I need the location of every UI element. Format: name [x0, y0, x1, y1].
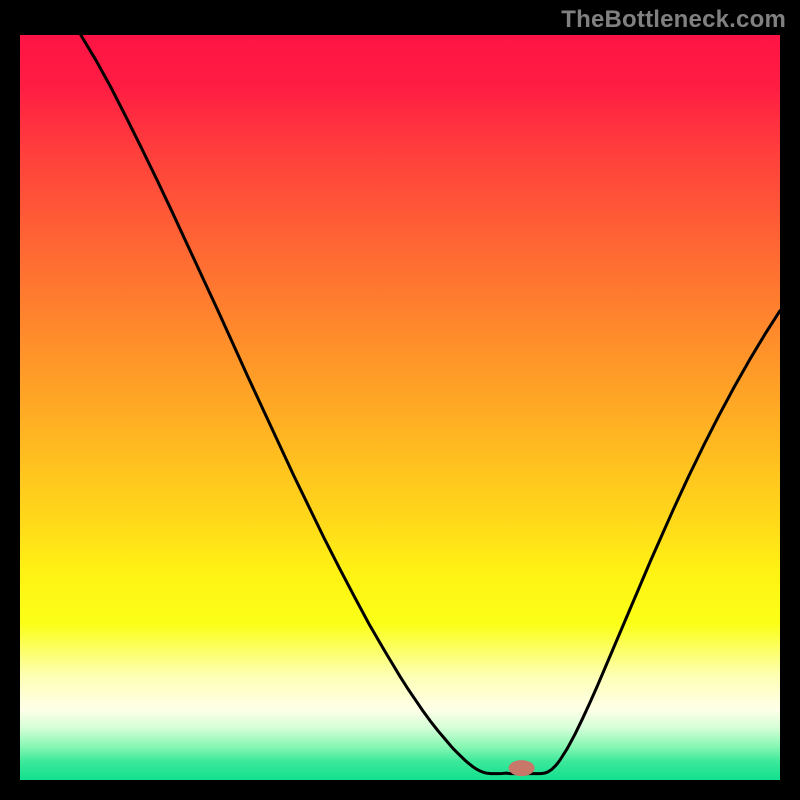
gradient-background	[20, 35, 780, 780]
chart-svg	[20, 35, 780, 780]
min-marker	[509, 760, 535, 776]
plot-area	[20, 35, 780, 780]
watermark-text: TheBottleneck.com	[561, 6, 786, 34]
chart-frame: TheBottleneck.com	[0, 0, 800, 800]
